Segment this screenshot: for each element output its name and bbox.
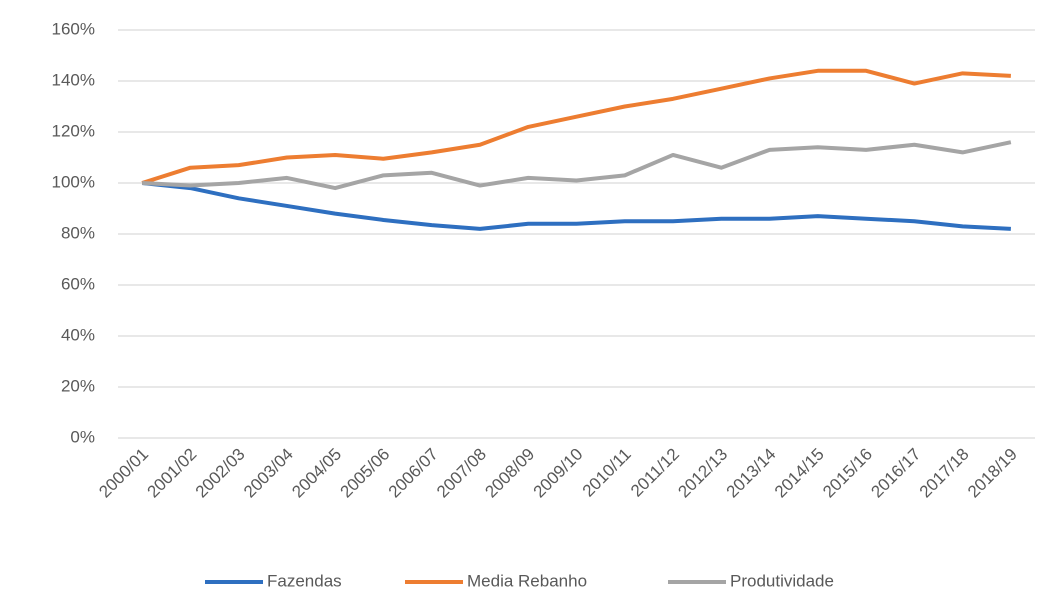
x-tick-label: 2001/02: [144, 445, 201, 502]
y-tick-label: 160%: [52, 19, 95, 38]
x-tick-label: 2008/09: [481, 445, 538, 502]
x-tick-label: 2012/13: [674, 445, 731, 502]
x-tick-label: 2007/08: [433, 445, 490, 502]
y-tick-label: 140%: [52, 70, 95, 89]
y-tick-label: 0%: [70, 427, 95, 446]
x-tick-label: 2018/19: [964, 445, 1021, 502]
x-tick-label: 2011/12: [627, 445, 683, 501]
x-tick-label: 2005/06: [337, 445, 394, 502]
x-tick-label: 2017/18: [916, 445, 973, 502]
x-tick-label: 2010/11: [579, 445, 635, 501]
legend-label: Fazendas: [267, 571, 342, 590]
x-tick-label: 2015/16: [819, 445, 876, 502]
x-tick-label: 2014/15: [771, 445, 828, 502]
series-line: [142, 140, 1012, 191]
x-tick-label: 2016/17: [867, 445, 924, 502]
y-tick-label: 40%: [61, 325, 95, 344]
y-tick-label: 120%: [52, 121, 95, 140]
y-tick-label: 100%: [52, 172, 95, 191]
x-tick-label: 2004/05: [288, 445, 345, 502]
y-tick-label: 80%: [61, 223, 95, 242]
legend-label: Produtividade: [730, 571, 834, 590]
x-tick-label: 2013/14: [723, 445, 780, 502]
y-tick-label: 20%: [61, 376, 95, 395]
x-tick-label: 2000/01: [95, 445, 152, 502]
x-tick-label: 2003/04: [240, 445, 297, 502]
x-tick-label: 2006/07: [385, 445, 442, 502]
y-tick-label: 60%: [61, 274, 95, 293]
x-tick-label: 2009/10: [530, 445, 587, 502]
x-tick-label: 2002/03: [192, 445, 249, 502]
series-line: [141, 181, 1011, 231]
series-line: [141, 68, 1011, 185]
legend-label: Media Rebanho: [467, 571, 587, 590]
